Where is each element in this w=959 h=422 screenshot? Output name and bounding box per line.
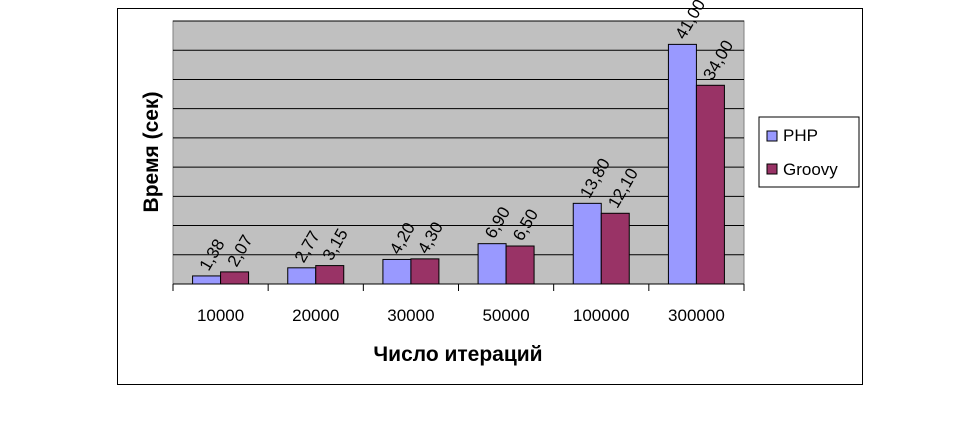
bar-groovy-20000 — [315, 265, 345, 285]
x-tick-label: 30000 — [387, 306, 434, 325]
bar-php-100000 — [572, 202, 602, 285]
legend-swatch-groovy — [766, 163, 778, 175]
bar-groovy-30000 — [410, 258, 440, 285]
bar-groovy-10000 — [220, 271, 250, 285]
bar-php-10000 — [192, 275, 222, 285]
x-tick-label: 10000 — [197, 306, 244, 325]
x-tick-marks — [172, 284, 745, 291]
bar-groovy-50000 — [505, 245, 535, 285]
bar-php-30000 — [382, 258, 412, 285]
x-tick-label: 300000 — [668, 306, 725, 325]
x-axis-title: Число итераций — [373, 343, 542, 366]
legend-label-groovy: Groovy — [783, 160, 838, 179]
x-tick-label: 20000 — [292, 306, 339, 325]
bar-groovy-100000 — [600, 212, 630, 285]
x-tick-label: 50000 — [482, 306, 529, 325]
bar-php-300000 — [667, 43, 697, 285]
legend-box — [758, 116, 860, 188]
bar-php-50000 — [477, 243, 507, 285]
x-tick-labels: 10000 20000 30000 50000 100000 300000 — [197, 306, 725, 325]
y-axis-title: Время (сек) — [140, 92, 163, 213]
legend: PHP Groovy — [758, 116, 860, 188]
legend-label-php: PHP — [783, 126, 818, 145]
bars — [192, 43, 725, 285]
gridlines — [173, 20, 744, 256]
legend-swatch-php — [766, 130, 778, 142]
x-tick-label: 100000 — [573, 306, 630, 325]
bar-php-20000 — [287, 267, 317, 285]
bar-groovy-300000 — [695, 84, 725, 285]
plot-area — [172, 20, 745, 285]
